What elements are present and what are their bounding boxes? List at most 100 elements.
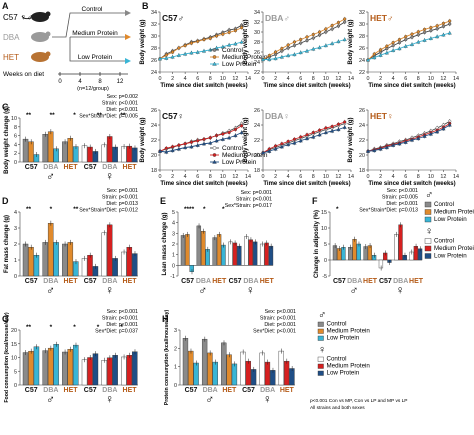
legend-swatch: [317, 356, 324, 362]
bar: [283, 360, 290, 386]
bar: [62, 141, 68, 163]
panel-letter: C: [2, 102, 9, 112]
y-tick-label: 1: [172, 253, 175, 259]
footnote: All strains and both sexes: [310, 405, 365, 411]
x-axis-label: Time since diet switch (weeks): [160, 83, 247, 89]
y-tick-label: 0: [14, 274, 17, 280]
bar: [22, 352, 29, 386]
data-point: [304, 136, 310, 141]
panel-a: A C57 ♀♂ DBA HET Control Medium Protein …: [2, 1, 131, 92]
data-point: [336, 20, 341, 25]
data-point: [403, 140, 408, 144]
significance-label: ****: [184, 206, 195, 213]
data-point: [378, 48, 383, 52]
data-point: [317, 132, 322, 137]
bar: [188, 350, 194, 386]
bar: [221, 342, 227, 386]
legend-label: Medium Protein: [434, 209, 474, 216]
y-tick-label: 22: [359, 138, 365, 144]
y-tick-label: 26: [254, 108, 260, 114]
y-tick-label: 32: [151, 22, 157, 28]
data-point: [323, 43, 328, 48]
data-point: [267, 53, 271, 58]
y-tick-label: 4: [172, 221, 175, 227]
stat-line: Strain: p<0.001: [102, 101, 138, 107]
legend-marker: [212, 48, 217, 52]
strain-tick-label: DBA: [393, 278, 408, 285]
legend-label: Medium Protein: [222, 54, 268, 61]
data-point: [164, 56, 169, 60]
data-point: [260, 57, 266, 62]
x-tick-label: 14: [348, 76, 354, 82]
bar: [53, 242, 59, 277]
y-axis-label: Body weight change (g): [4, 106, 10, 174]
x-tick-label: 14: [348, 174, 354, 180]
x-tick-label: 10: [323, 76, 329, 82]
data-point: [305, 133, 309, 137]
stat-line: Diet: p<0.001: [106, 107, 138, 113]
bar: [81, 258, 88, 277]
bar: [278, 350, 284, 386]
data-point: [214, 138, 219, 143]
data-point: [170, 50, 175, 54]
data-point: [330, 41, 335, 46]
x-tick-label: 6: [196, 174, 199, 180]
sex-label: ♀: [396, 283, 405, 297]
x-tick-label: 2: [379, 174, 382, 180]
x-tick-label: 0: [262, 76, 265, 82]
bar: [207, 352, 213, 386]
y-tick-label: 10: [321, 226, 327, 232]
legend-label: Medium Protein: [222, 152, 268, 159]
y-tick-label: 4: [14, 210, 17, 216]
data-point: [429, 26, 433, 30]
y-tick-label: 30: [359, 22, 365, 28]
data-point: [280, 46, 284, 51]
data-point: [202, 37, 206, 42]
data-point: [409, 42, 415, 46]
data-point: [330, 23, 334, 28]
strain-tick-label: HET: [260, 278, 275, 285]
bar: [185, 234, 190, 266]
data-point: [448, 19, 452, 23]
data-point: [240, 124, 244, 128]
x-tick-label: 6: [299, 76, 302, 82]
data-point: [447, 122, 452, 127]
x-tick-label: 10: [428, 76, 434, 82]
y-tick-label: 26: [359, 108, 365, 114]
strain-tick-label: C57: [181, 278, 194, 285]
bar: [212, 237, 217, 266]
data-point: [397, 37, 402, 42]
arrow-medium: [125, 34, 131, 40]
bar: [259, 243, 265, 266]
significance-label: *: [50, 206, 53, 213]
bar: [121, 356, 127, 386]
y-axis-label: Body weight (g): [243, 118, 249, 163]
y-tick-label: -1: [170, 274, 175, 280]
subplot-title: C57♀: [162, 111, 184, 121]
data-point: [267, 57, 272, 62]
x-tick-label: 12: [440, 174, 446, 180]
stat-line: Sex*Strain*Diet: p=0.012: [79, 208, 138, 214]
panel-letter: D: [2, 196, 9, 206]
legend-swatch: [317, 335, 324, 341]
bar: [126, 355, 133, 386]
data-point: [177, 143, 181, 147]
bar: [226, 354, 232, 386]
data-point: [435, 34, 440, 39]
x-tick-label: 0: [159, 76, 162, 82]
y-tick-label: 24: [359, 58, 365, 64]
significance-label: **: [120, 112, 126, 119]
sex-label: ♀: [246, 283, 255, 297]
bar: [268, 245, 274, 266]
stat-line: Sex*Strain: p=0.017: [225, 203, 272, 209]
bar: [53, 344, 59, 386]
legend-label: Control: [327, 321, 347, 328]
strain-tick-label: DBA: [260, 387, 275, 394]
bar: [132, 351, 138, 386]
sex-label: ♀: [263, 392, 272, 406]
bar: [201, 338, 208, 386]
